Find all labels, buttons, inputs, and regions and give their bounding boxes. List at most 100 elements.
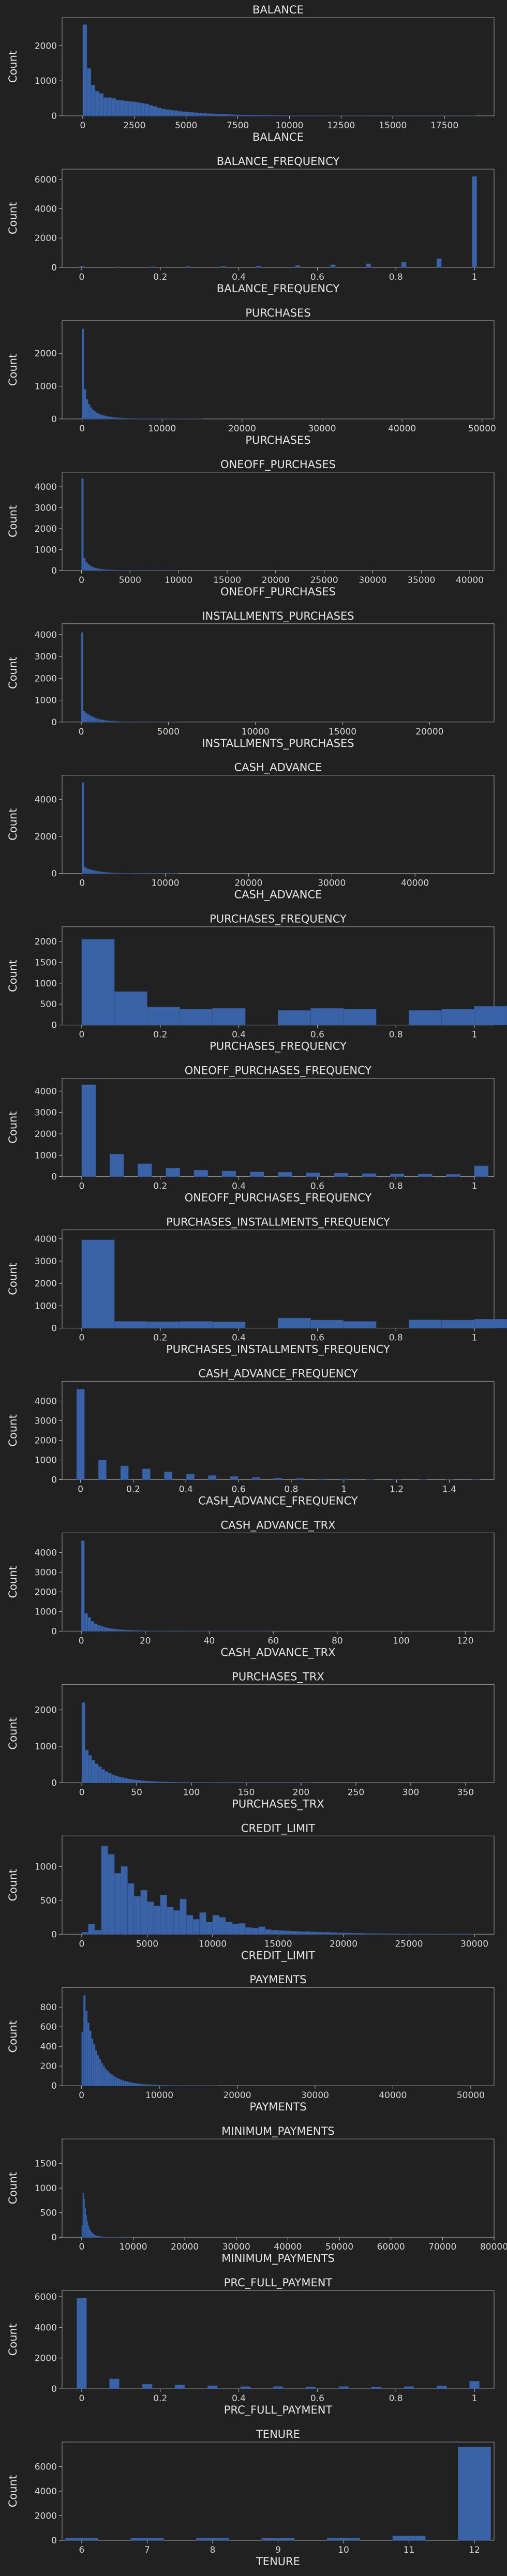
- x-tick-label: 0.2: [153, 1030, 167, 1040]
- x-tick-label: 0.6: [310, 1181, 324, 1192]
- histogram-bar: [81, 2031, 84, 2086]
- histogram-bar: [131, 1779, 135, 1783]
- histogram-bar: [134, 1779, 138, 1783]
- histogram-bar: [295, 265, 301, 268]
- x-tick-label: 0.4: [232, 2393, 246, 2404]
- x-axis-label: CREDIT_LIMIT: [241, 1949, 315, 1962]
- y-tick-label: 0: [51, 869, 57, 879]
- y-tick-label: 2000: [35, 1435, 57, 1446]
- chart-panel-cash_advance_frequency: 0 0.2 0.4 0.6 0.8 1 1.2 1.4 0 1000 2000 3000 4000 CAS…: [7, 1367, 495, 1507]
- x-tick-label: 10000: [151, 878, 179, 889]
- x-tick-label: 1.2: [390, 1484, 404, 1494]
- histogram-bar: [116, 1629, 120, 1631]
- x-tick-label: 25000: [310, 575, 338, 586]
- histogram-bar: [211, 113, 215, 116]
- histogram-bar: [278, 1172, 292, 1177]
- histogram-bar: [231, 114, 236, 116]
- x-tick-label: 0: [79, 575, 84, 586]
- x-tick-label: 0.2: [126, 1484, 140, 1494]
- histogram-bar: [104, 720, 107, 723]
- histogram-bar: [100, 2063, 103, 2086]
- y-tick-label: 2000: [35, 1705, 57, 1716]
- histogram-bar: [120, 417, 123, 420]
- histogram-bar: [99, 2059, 101, 2086]
- histogram-bar: [291, 1931, 298, 1935]
- histogram-bar: [390, 1173, 405, 1177]
- histogram-bar: [143, 2084, 146, 2086]
- histogram-bar: [310, 1320, 344, 1328]
- x-tick-label: 15000: [379, 121, 407, 131]
- histogram-bar: [103, 1627, 107, 1631]
- axes-frame: [62, 472, 495, 571]
- y-tick-label: 4000: [35, 795, 57, 805]
- histogram-bar: [219, 114, 223, 116]
- x-tick-label: 0.4: [232, 1181, 246, 1192]
- histogram-bar: [95, 568, 97, 571]
- histogram-bar: [180, 1898, 187, 1935]
- histogram-bar: [149, 2084, 152, 2086]
- histogram-bar: [436, 258, 442, 268]
- histogram-bar: [350, 1933, 357, 1935]
- histogram-bar: [120, 873, 123, 874]
- histogram-bar: [220, 266, 226, 268]
- x-tick-label: 0: [80, 121, 86, 131]
- axes-frame: [62, 2290, 495, 2389]
- histogram-bar: [111, 721, 114, 723]
- histogram-bar: [192, 1919, 200, 1935]
- axes-frame: [62, 623, 495, 723]
- histogram-bar: [93, 870, 96, 874]
- histogram-bar: [330, 1932, 337, 1935]
- x-tick-label: 0: [79, 424, 85, 434]
- histogram-bar: [264, 115, 269, 116]
- y-tick-label: 500: [40, 999, 57, 1010]
- histogram-bar: [167, 2085, 170, 2086]
- histogram-bar: [157, 2085, 160, 2086]
- histogram-bar: [186, 1915, 193, 1935]
- x-tick-label: 1: [472, 1181, 478, 1192]
- histogram-bar: [437, 2385, 447, 2389]
- chart-panel-purchases_installments_frequency: 0 0.2 0.4 0.6 0.8 1 0 1000 2000 3000 4000 PURCHASES…: [7, 1216, 507, 1356]
- x-tick-label: 12500: [327, 121, 355, 131]
- histogram-bar: [101, 1846, 108, 1935]
- histogram-bar: [98, 719, 101, 723]
- x-tick-label: 0.6: [310, 1333, 324, 1343]
- histogram-bar: [109, 2378, 120, 2389]
- histogram-bar: [97, 568, 99, 571]
- y-axis-label: Count: [7, 505, 19, 537]
- histogram-bar: [474, 1165, 489, 1177]
- histogram-bar: [140, 1890, 147, 1935]
- histogram-bar: [118, 570, 121, 571]
- chart-panel-balance_frequency: 0 0.2 0.4 0.6 0.8 1 0 2000 4000 6000 BALANCE_FREQU…: [7, 155, 495, 295]
- histogram-bar: [108, 570, 111, 571]
- histogram-bar: [240, 114, 244, 116]
- histogram-bar: [422, 1934, 429, 1935]
- histogram-bar: [142, 2384, 153, 2389]
- histogram-bar: [194, 112, 199, 116]
- x-tick-label: 20: [140, 1636, 151, 1646]
- x-tick-label: 10000: [275, 121, 303, 131]
- x-tick-label: 20000: [330, 1939, 357, 1949]
- histogram-bar: [102, 415, 105, 420]
- histogram-bar: [116, 2078, 119, 2086]
- y-tick-label: 3000: [35, 1567, 57, 1578]
- x-tick-label: 0: [79, 2242, 84, 2252]
- histogram-bar: [88, 715, 91, 723]
- histogram-bar: [84, 1613, 88, 1631]
- x-tick-label: 0.6: [310, 272, 324, 282]
- x-tick-label: 0.8: [389, 272, 403, 282]
- x-axis-label: PRC_FULL_PAYMENT: [224, 2404, 333, 2417]
- histogram-bar: [111, 98, 116, 116]
- histogram-bar: [91, 1621, 95, 1631]
- x-tick-label: 0.8: [389, 1181, 403, 1192]
- y-axis-label: Count: [7, 2172, 19, 2204]
- histogram-bar: [102, 720, 105, 723]
- x-tick-label: 30000: [301, 2090, 329, 2101]
- histogram-bar: [212, 1322, 246, 1328]
- histogram-bar: [102, 2065, 106, 2086]
- histogram-bar: [120, 1465, 129, 1480]
- histogram-bar: [88, 1924, 95, 1935]
- histogram-bar: [85, 2011, 88, 2086]
- histogram-bar: [147, 1901, 154, 1935]
- y-tick-label: 6000: [35, 2462, 57, 2473]
- histogram-bar: [114, 417, 116, 420]
